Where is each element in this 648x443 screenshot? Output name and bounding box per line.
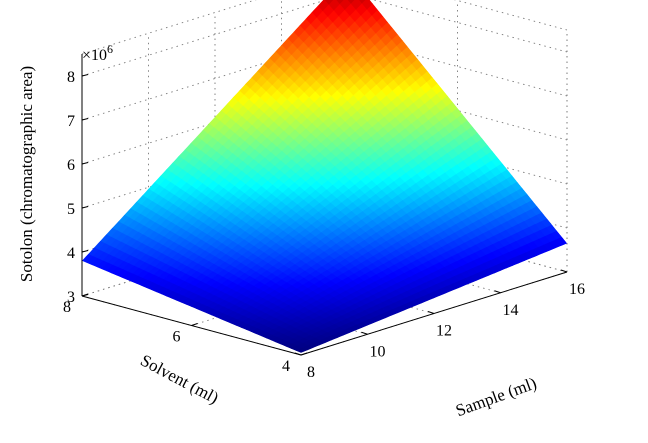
x-axis-label: Sample (ml) bbox=[453, 373, 539, 420]
x-tick bbox=[560, 269, 568, 273]
z-tick bbox=[81, 74, 89, 77]
y-axis-label: Solvent (ml) bbox=[137, 351, 221, 408]
z-tick-label: 6 bbox=[67, 157, 75, 174]
y-tick bbox=[191, 323, 198, 326]
z-tick-label: 3 bbox=[67, 289, 75, 306]
x-tick bbox=[294, 352, 302, 356]
gridline-z-back-y bbox=[81, 0, 328, 77]
z-tick bbox=[81, 206, 89, 209]
x-tick-label: 10 bbox=[370, 343, 386, 360]
surface-cell bbox=[295, 347, 308, 353]
z-axis-label: Sotolon (chromatographic area) bbox=[17, 66, 36, 282]
y-tick-label: 8 bbox=[63, 299, 71, 316]
z-tick bbox=[81, 250, 89, 253]
z-tick-label: 5 bbox=[67, 201, 75, 218]
x-tick bbox=[427, 311, 435, 314]
z-tick bbox=[81, 118, 89, 121]
y-tick bbox=[81, 293, 89, 297]
x-tick-label: 16 bbox=[569, 281, 585, 298]
response-surface bbox=[82, 0, 567, 353]
axes bbox=[81, 54, 568, 356]
y-tick-label: 6 bbox=[173, 329, 181, 346]
x-tick bbox=[361, 331, 368, 335]
z-multiplier-base: ×10 bbox=[82, 47, 107, 64]
x-tick-label: 12 bbox=[436, 323, 452, 340]
x-tick-label: 14 bbox=[503, 302, 519, 319]
z-tick-label: 8 bbox=[67, 69, 75, 86]
z-multiplier-exponent: 6 bbox=[107, 42, 113, 56]
y-tick bbox=[300, 352, 308, 356]
z-tick bbox=[81, 162, 89, 165]
z-tick-label: 4 bbox=[67, 245, 75, 262]
y-tick-label: 4 bbox=[282, 358, 290, 375]
z-multiplier: ×106 bbox=[82, 42, 113, 64]
z-tick-label: 7 bbox=[67, 113, 75, 130]
x-tick bbox=[494, 290, 501, 294]
x-tick-label: 8 bbox=[307, 364, 315, 381]
